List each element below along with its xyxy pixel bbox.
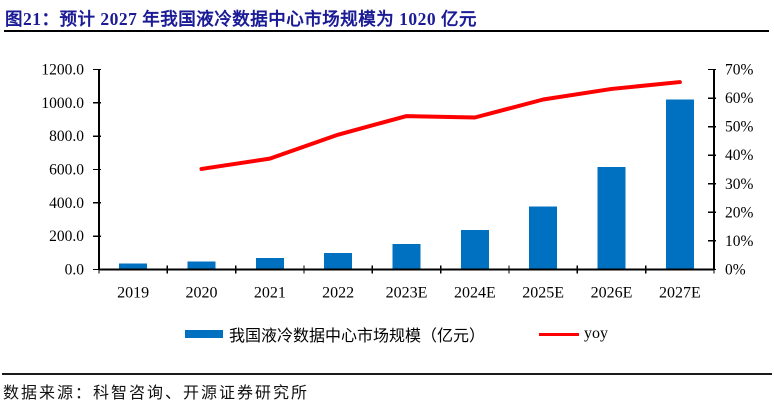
- left-axis-label: 600.0: [49, 162, 84, 179]
- right-axis-label: 50%: [725, 119, 754, 136]
- left-axis-label: 800.0: [49, 128, 84, 145]
- bar-2025E: [529, 206, 558, 270]
- left-axis-label: 0.0: [65, 262, 85, 279]
- bar-series-label: 我国液冷数据中心市场规模（亿元）: [229, 328, 486, 345]
- right-axis-label: 40%: [725, 147, 754, 164]
- bar-2022: [324, 252, 353, 270]
- left-axis-label: 1000.0: [41, 95, 84, 112]
- figure-title: 图21：预计 2027 年我国液冷数据中心市场规模为 1020 亿元: [5, 9, 477, 29]
- yoy-line: [199, 80, 682, 171]
- line-series-label: yoy: [584, 325, 609, 342]
- x-axis-label: 2020: [186, 285, 218, 302]
- bar-2024E: [460, 230, 489, 270]
- line-series-swatch: [539, 332, 580, 336]
- x-axis-label: 2019: [117, 285, 149, 302]
- x-axis-label: 2024E: [454, 285, 496, 302]
- x-axis-label: 2022: [322, 285, 354, 302]
- bar-2027E: [665, 99, 694, 270]
- bar-2020: [187, 261, 216, 270]
- bar-2019: [119, 263, 148, 270]
- x-axis-label: 2026E: [591, 285, 633, 302]
- footer-divider: [2, 373, 772, 375]
- right-axis-label: 20%: [725, 204, 754, 221]
- legend-item-yoy: yoy: [497, 325, 608, 343]
- bar-series-swatch: [185, 330, 223, 338]
- title-divider: [4, 30, 769, 32]
- bar-2026E: [597, 166, 626, 270]
- x-axis-label: 2021: [254, 285, 286, 302]
- left-axis-label: 1200.0: [41, 62, 84, 79]
- x-axis-label: 2025E: [522, 285, 564, 302]
- left-axis-label: 400.0: [49, 195, 84, 212]
- market-size-yoy-chart: 0.0 200.0 400.0 600.0 800.0 1000.0 1200.0 0% 10%…: [41, 62, 754, 302]
- right-axis-label: 60%: [725, 90, 754, 107]
- right-axis-label: 30%: [725, 176, 754, 193]
- bar-2023E: [392, 243, 421, 270]
- bar-2021: [255, 258, 284, 270]
- x-axis-label: 2027E: [659, 285, 701, 302]
- chart-legend: 我国液冷数据中心市场规模（亿元） yoy: [185, 322, 608, 346]
- right-axis-label: 0%: [725, 262, 746, 279]
- right-axis-label: 10%: [725, 233, 754, 250]
- x-axis-label: 2023E: [386, 285, 428, 302]
- left-axis-label: 200.0: [49, 228, 84, 245]
- right-axis-label: 70%: [725, 62, 754, 79]
- legend-item-market: 我国液冷数据中心市场规模（亿元）: [185, 322, 485, 346]
- data-source: 数据来源：科智咨询、开源证券研究所: [3, 385, 310, 402]
